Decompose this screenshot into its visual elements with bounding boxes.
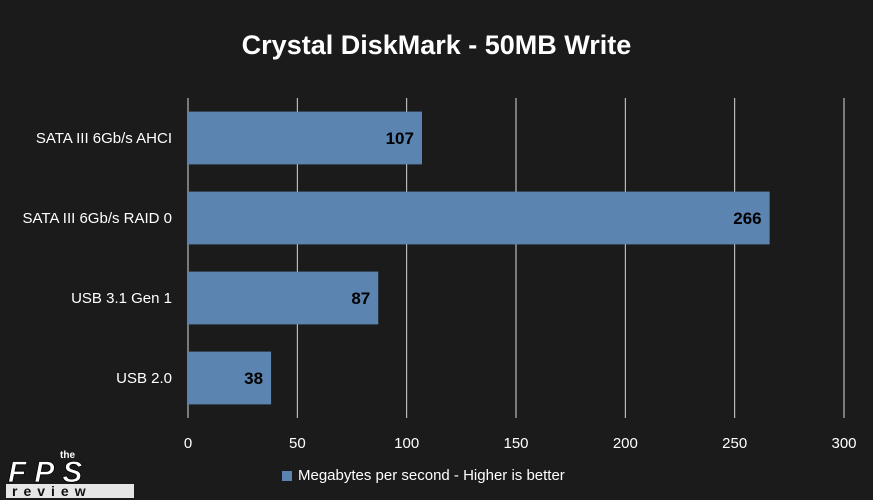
legend-swatch — [282, 470, 292, 481]
x-tick-label: 100 — [394, 435, 419, 452]
category-label: USB 2.0 — [116, 370, 172, 387]
bar-layer — [188, 111, 770, 405]
x-tick-label: 0 — [184, 435, 192, 452]
bar — [188, 351, 272, 405]
x-tick-label: 200 — [613, 435, 638, 452]
legend: Megabytes per second - Higher is better — [282, 467, 565, 484]
bar-value-label: 107 — [386, 129, 414, 148]
x-tick-label: 250 — [722, 435, 747, 452]
category-label: SATA III 6Gb/s AHCI — [36, 130, 172, 147]
logo-sub-text: review — [12, 483, 92, 499]
bar-value-label: 87 — [351, 289, 370, 308]
bar — [188, 191, 770, 245]
x-tick-label: 300 — [831, 435, 856, 452]
bar — [188, 111, 422, 165]
category-label: SATA III 6Gb/s RAID 0 — [23, 210, 173, 227]
legend-label: Megabytes per second - Higher is better — [298, 467, 565, 484]
bar — [188, 271, 379, 325]
bar-value-label: 266 — [733, 209, 761, 228]
fps-review-logo: the FPS review — [2, 446, 152, 500]
x-tick-label: 150 — [503, 435, 528, 452]
category-label: USB 3.1 Gen 1 — [71, 290, 172, 307]
label-layer: 0 50 100 150 200 250 300 107 SATA III 6Gb/s AHCI… — [23, 129, 857, 452]
bar-value-label: 38 — [244, 369, 263, 388]
logo-small-text: the — [60, 450, 75, 461]
logo-main-text: FPS — [8, 456, 90, 489]
x-tick-label: 50 — [289, 435, 306, 452]
chart-title: Crystal DiskMark - 50MB Write — [241, 30, 632, 60]
